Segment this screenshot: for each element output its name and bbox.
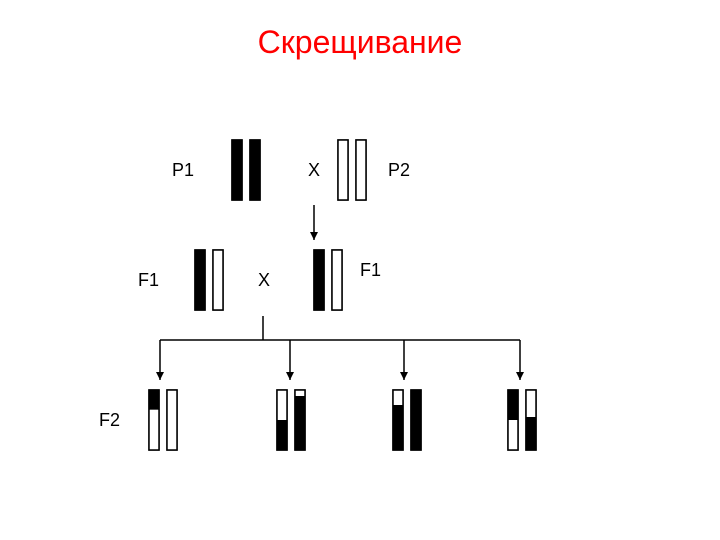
genetic-cross-diagram xyxy=(0,0,720,540)
